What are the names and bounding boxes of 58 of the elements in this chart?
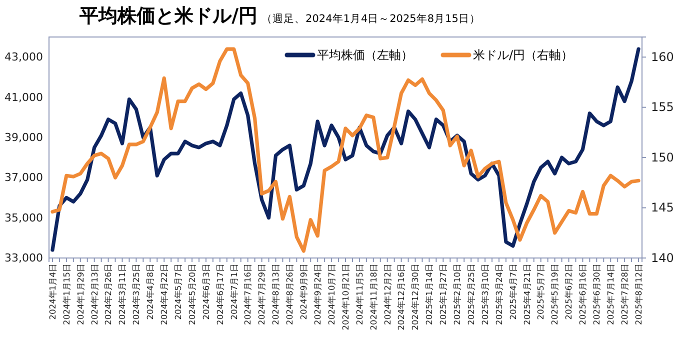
x-tick-label: 2024年12月30日 bbox=[410, 264, 420, 330]
y-tick-label: 39,000 bbox=[4, 130, 43, 144]
x-tick-label: 2025年3月24日 bbox=[494, 264, 504, 325]
x-tick-label: 2024年8月13日 bbox=[270, 264, 281, 325]
legend-label: 米ドル/円（右軸） bbox=[473, 48, 574, 62]
x-tick-label: 2024年11月5日 bbox=[354, 264, 364, 325]
x-tick-label: 2025年7月28日 bbox=[619, 264, 630, 325]
y-tick-label: 37,000 bbox=[4, 171, 43, 184]
x-tick-label: 2025年8月12日 bbox=[633, 264, 644, 325]
x-tick-label: 2024年5月7日 bbox=[172, 264, 183, 320]
y-tick-label: 41,000 bbox=[4, 90, 43, 104]
x-tick-label: 2024年12月16日 bbox=[396, 264, 406, 330]
x-tick-label: 2025年2月25日 bbox=[466, 264, 476, 325]
chart-subtitle: （週足、2024年1月4日～2025年8月15日） bbox=[262, 13, 480, 25]
x-tick-label: 2025年1月27日 bbox=[438, 264, 448, 325]
y2-tick-label: 145 bbox=[651, 200, 674, 215]
x-tick-label: 2025年6月2日 bbox=[564, 264, 574, 320]
x-tick-label: 2024年7月29日 bbox=[256, 264, 267, 325]
x-tick-label: 2024年9月9日 bbox=[298, 264, 309, 320]
x-tick-label: 2025年6月16日 bbox=[578, 264, 588, 325]
x-tick-label: 2025年5月19日 bbox=[550, 264, 560, 325]
x-tick-label: 2024年1月29日 bbox=[75, 264, 86, 325]
x-tick-label: 2024年6月17日 bbox=[214, 264, 225, 325]
x-tick-label: 2024年4月8日 bbox=[145, 264, 156, 320]
x-tick-label: 2024年5月20日 bbox=[186, 264, 197, 325]
x-tick-label: 2024年6月3日 bbox=[200, 264, 211, 320]
x-tick-label: 2024年11月18日 bbox=[368, 264, 378, 330]
y2-tick-label: 150 bbox=[651, 150, 674, 164]
x-tick-label: 2024年3月11日 bbox=[117, 264, 128, 325]
y-tick-label: 43,000 bbox=[4, 50, 43, 64]
x-tick-label: 2025年6月30日 bbox=[592, 264, 602, 325]
x-tick-label: 2024年3月25日 bbox=[131, 264, 142, 325]
x-tick-label: 2025年1月14日 bbox=[424, 264, 434, 325]
x-tick-label: 2025年5月7日 bbox=[536, 264, 546, 320]
y2-tick-label: 155 bbox=[651, 100, 674, 114]
chart-title: 平均株価と米ドル/円 bbox=[78, 5, 258, 27]
x-tick-label: 2024年1月4日 bbox=[47, 264, 58, 320]
x-tick-label: 2024年12月2日 bbox=[382, 264, 392, 325]
x-tick-label: 2024年10月21日 bbox=[340, 264, 350, 330]
x-tick-label: 2025年2月10日 bbox=[452, 264, 462, 325]
x-tick-label: 2025年4月21日 bbox=[522, 264, 532, 325]
x-tick-label: 2024年4月22日 bbox=[159, 264, 170, 325]
x-tick-label: 2024年2月13日 bbox=[89, 264, 100, 325]
x-tick-label: 2025年4月7日 bbox=[508, 264, 518, 320]
x-tick-label: 2024年7月1日 bbox=[228, 264, 239, 320]
legend-label: 平均株価（左軸） bbox=[317, 48, 413, 62]
y-tick-label: 33,000 bbox=[4, 252, 43, 265]
x-tick-label: 2025年3月10日 bbox=[480, 264, 490, 325]
y2-tick-label: 160 bbox=[651, 50, 674, 64]
x-tick-label: 2025年7月14日 bbox=[606, 264, 616, 325]
x-tick-label: 2024年1月15日 bbox=[61, 264, 72, 325]
x-tick-label: 2024年8月26日 bbox=[284, 264, 295, 325]
x-tick-label: 2024年9月24日 bbox=[312, 264, 322, 325]
x-tick-label: 2024年10月7日 bbox=[326, 264, 336, 325]
x-tick-label: 2024年2月26日 bbox=[103, 264, 114, 325]
x-tick-label: 2024年7月16日 bbox=[242, 264, 253, 325]
y-tick-label: 35,000 bbox=[4, 211, 43, 224]
y2-tick-label: 140 bbox=[651, 250, 674, 265]
